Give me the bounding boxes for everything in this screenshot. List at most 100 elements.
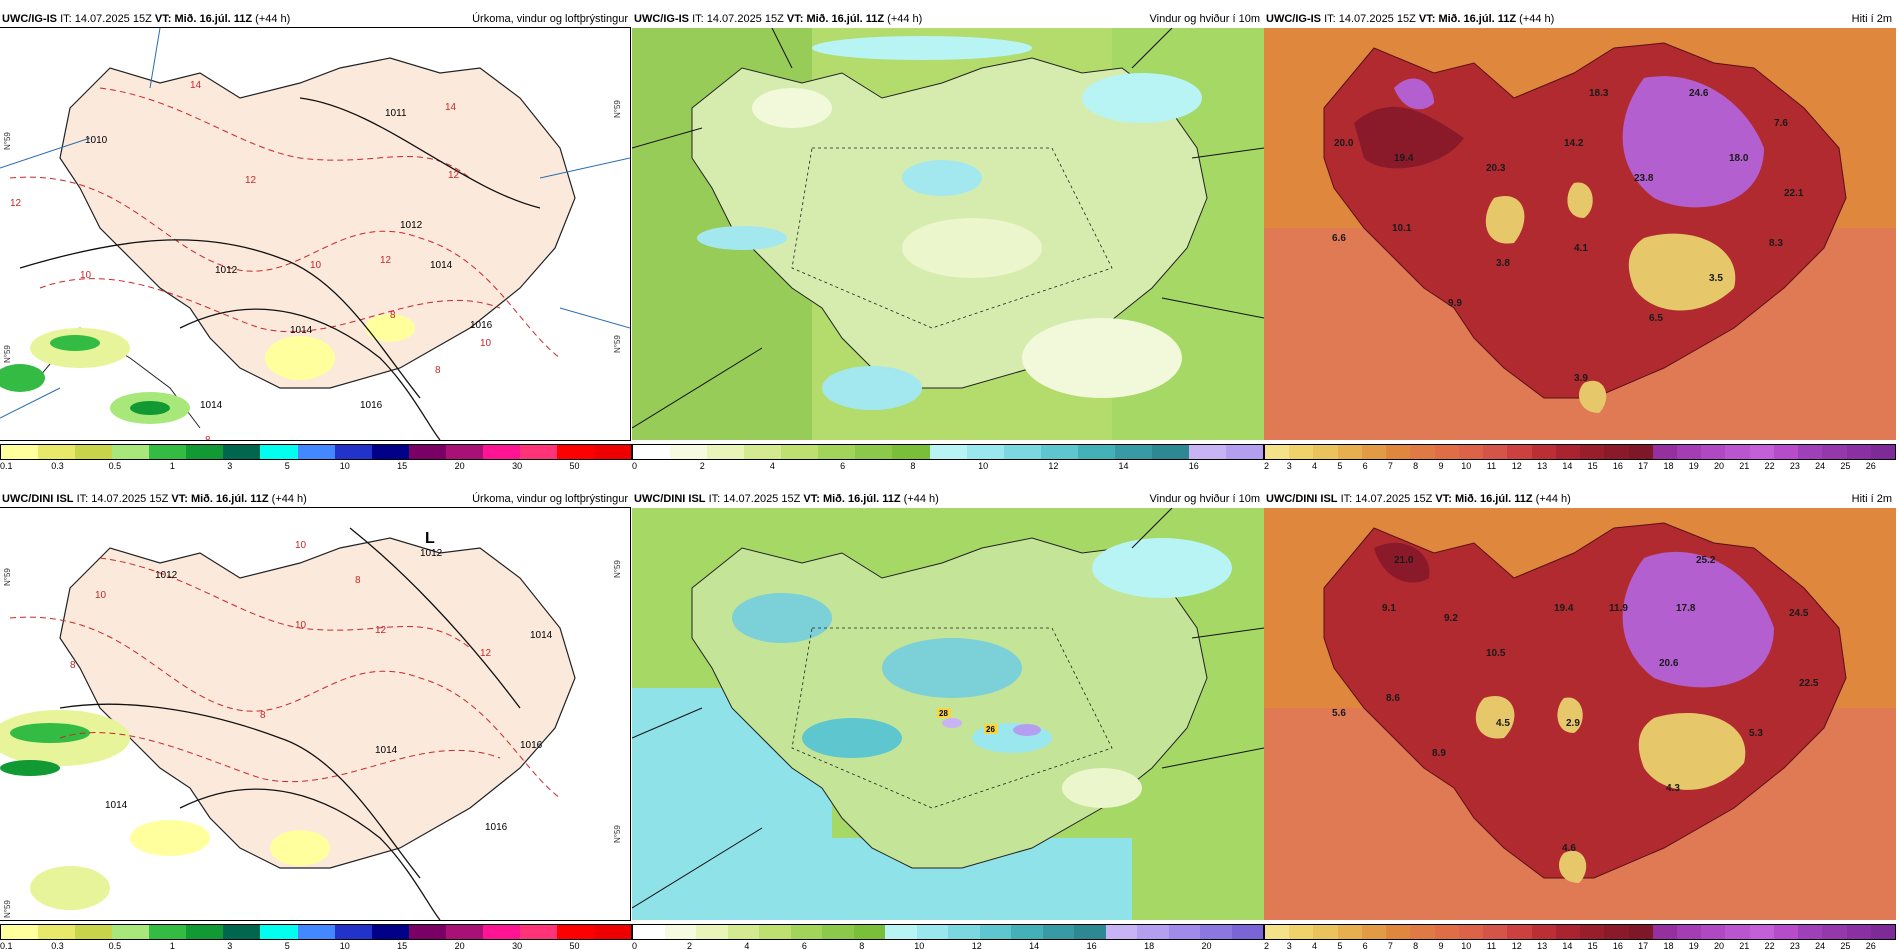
model-name: UWC/IG-IS bbox=[2, 13, 57, 25]
colorbar-swatch bbox=[781, 445, 819, 459]
colorbar-tick-label: 0.3 bbox=[51, 941, 64, 950]
colorbar-swatch bbox=[1749, 445, 1774, 459]
colorbar-swatch bbox=[1, 925, 39, 939]
map-temperature: 21.0 25.2 9.1 9.2 19.4 11.9 17.8 24.5 10… bbox=[1264, 508, 1896, 920]
colorbar-swatch bbox=[1652, 445, 1677, 459]
colorbar-swatch bbox=[1200, 925, 1232, 939]
isobar-label: 1016 bbox=[520, 740, 543, 751]
colorbar-swatch bbox=[790, 925, 822, 939]
temp-label: 19.4 bbox=[1394, 153, 1414, 164]
map-precip: L 1012 1012 1014 1014 1016 1016 1014 12 … bbox=[0, 507, 631, 921]
colorbar-swatch bbox=[482, 925, 520, 939]
colorbar-tick-label: 2 bbox=[1264, 461, 1270, 470]
colorbar-tick-label: 18 bbox=[1663, 941, 1674, 950]
colorbar-swatch bbox=[633, 925, 665, 939]
colorbar-tick-label: 10 bbox=[1461, 941, 1472, 950]
colorbar-tick-label: 22 bbox=[1764, 941, 1775, 950]
colorbar-swatch bbox=[1313, 925, 1338, 939]
temp-label: 11.9 bbox=[1609, 603, 1628, 614]
colorbar-tick-label: 5 bbox=[284, 461, 290, 470]
colorbar-tick-label: 11 bbox=[1486, 461, 1497, 470]
colorbar-swatch bbox=[1628, 925, 1653, 939]
vt-value: Mið. 16.júl. 11Z bbox=[822, 493, 901, 505]
colorbar-swatch bbox=[1265, 445, 1290, 459]
temp-label: 22.1 bbox=[1784, 188, 1804, 199]
isobar-label: 1012 bbox=[400, 220, 423, 231]
panel-header: UWC/IG-IS IT: 14.07.2025 15Z VT: Mið. 16… bbox=[1264, 10, 1900, 28]
colorbar-tick-label: 22 bbox=[1764, 461, 1775, 470]
temp-label: 25.2 bbox=[1696, 555, 1716, 566]
colorbar-swatch bbox=[482, 445, 520, 459]
colorbar-ticks: 2 3 4 5 6 7 8 9 10 11 12 13 14 15 16 17 18 19 20 21 22 23 24 25… bbox=[1264, 941, 1896, 950]
temp-label: 22.5 bbox=[1799, 678, 1819, 689]
temp-label: 21.0 bbox=[1394, 555, 1414, 566]
temp-label: 9.9 bbox=[1448, 298, 1462, 309]
it-value: 14.07.2025 15Z bbox=[1355, 493, 1433, 505]
colorbar-swatch bbox=[1580, 445, 1605, 459]
colorbar-tick-label: 10 bbox=[339, 461, 350, 470]
temp-label: 8.9 bbox=[1432, 748, 1446, 759]
colorbar-swatch bbox=[112, 445, 150, 459]
colorbar-swatch bbox=[1410, 925, 1435, 939]
gust-label: 28 bbox=[939, 709, 948, 718]
temp-label: 14.2 bbox=[1564, 138, 1584, 149]
colorbar-swatch bbox=[855, 445, 893, 459]
grid-label: N°59 bbox=[613, 560, 622, 578]
it-value: 14.07.2025 15Z bbox=[706, 13, 784, 25]
colorbar-tick-label: 20 bbox=[1201, 941, 1212, 950]
colorbar-tick-label: 7 bbox=[1387, 941, 1393, 950]
colorbar-swatch bbox=[260, 925, 298, 939]
temp-label: 24.5 bbox=[1789, 608, 1809, 619]
colorbar-swatch bbox=[696, 925, 728, 939]
lead-time: (+44 h) bbox=[255, 13, 291, 25]
colorbar-swatch bbox=[1386, 925, 1411, 939]
temp-label: 9.1 bbox=[1382, 603, 1396, 614]
colorbar-swatch bbox=[1458, 445, 1484, 459]
colorbar-swatch bbox=[1074, 925, 1106, 939]
colorbar-swatch bbox=[1701, 925, 1726, 939]
colorbar-swatch bbox=[297, 925, 335, 939]
temp-label: 7.6 bbox=[1774, 118, 1788, 129]
precip-label: 8 bbox=[435, 365, 441, 376]
temp-label: 4.5 bbox=[1496, 718, 1510, 729]
colorbar-tick-label: 0.3 bbox=[51, 461, 64, 470]
colorbar-ticks: 0 2 4 6 8 10 12 14 16 bbox=[632, 461, 1264, 470]
colorbar-tick-label: 16 bbox=[1612, 461, 1623, 470]
colorbar-swatch bbox=[853, 925, 885, 939]
precip-label: 10 bbox=[310, 260, 322, 271]
model-name: UWC/DINI ISL bbox=[634, 493, 706, 505]
colorbar-tick-label: 17 bbox=[1638, 941, 1649, 950]
colorbar-swatch bbox=[1507, 925, 1532, 939]
temp-label: 3.5 bbox=[1709, 273, 1723, 284]
colorbar-swatch bbox=[744, 445, 782, 459]
precip-label: 10 bbox=[295, 540, 307, 551]
colorbar-swatch bbox=[445, 445, 483, 459]
lead-time: (+44 h) bbox=[1535, 493, 1571, 505]
iceland-land bbox=[59, 57, 576, 389]
temp-label: 20.3 bbox=[1486, 163, 1506, 174]
grid-label: N°59 bbox=[3, 568, 12, 586]
colorbar-swatch bbox=[371, 925, 409, 939]
vt-value: Mið. 16.júl. 11Z bbox=[1438, 13, 1517, 25]
temp-label: 9.2 bbox=[1444, 613, 1458, 624]
colorbar-tick-label: 0.1 bbox=[0, 941, 13, 950]
colorbar-tick-label: 21 bbox=[1739, 941, 1750, 950]
colorbar-swatch bbox=[633, 445, 671, 459]
colorbar-tick-label: 3 bbox=[227, 461, 233, 470]
colorbar-swatch bbox=[1458, 925, 1484, 939]
colorbar-tick-label: 19 bbox=[1688, 461, 1699, 470]
colorbar-swatch bbox=[408, 445, 446, 459]
temp-label: 24.6 bbox=[1689, 88, 1709, 99]
colorbar-swatch bbox=[1725, 925, 1750, 939]
colorbar-tick-label: 23 bbox=[1789, 461, 1800, 470]
temp-label: 8.3 bbox=[1769, 238, 1783, 249]
colorbar-tick-label: 23 bbox=[1789, 941, 1800, 950]
colorbar-tick-label: 0.5 bbox=[108, 461, 122, 470]
colorbar bbox=[632, 924, 1264, 940]
colorbar-tick-label: 24 bbox=[1815, 461, 1826, 470]
grid-label: N°59 bbox=[613, 100, 622, 118]
colorbar-swatch bbox=[556, 445, 594, 459]
temp-label: 6.5 bbox=[1649, 313, 1663, 324]
temp-label: 18.3 bbox=[1589, 88, 1609, 99]
colorbar-tick-label: 10 bbox=[978, 461, 989, 470]
